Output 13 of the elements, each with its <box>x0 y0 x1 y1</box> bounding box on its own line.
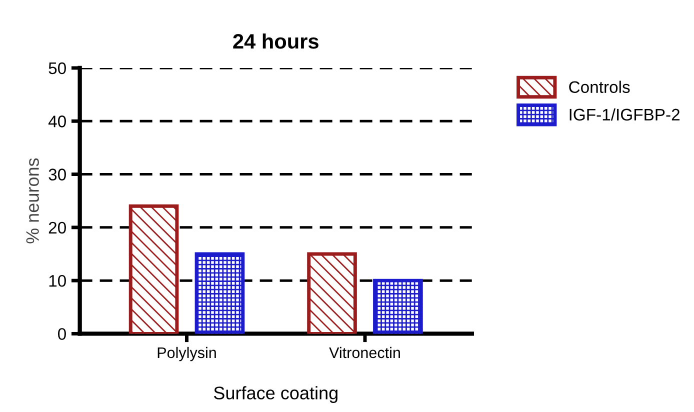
y-tick-label: 40 <box>48 116 66 128</box>
legend-label: IGF-1/IGFBP-2 <box>570 108 680 121</box>
y-tick-label: 10 <box>49 274 66 287</box>
y-axis-title: % neurons <box>26 158 39 244</box>
x-tick-label: Polylysin <box>158 346 216 362</box>
y-tick-label: 50 <box>48 62 66 74</box>
x-tick-label: Vitronectin <box>329 346 400 358</box>
chart-title: 24 hours <box>233 33 318 49</box>
y-tick-label: 30 <box>48 168 66 180</box>
x-axis-title: Surface coating <box>214 386 338 403</box>
legend-label: Controls <box>569 80 630 93</box>
y-tick-label: 20 <box>48 222 66 234</box>
y-tick-label: 0 <box>58 328 66 340</box>
